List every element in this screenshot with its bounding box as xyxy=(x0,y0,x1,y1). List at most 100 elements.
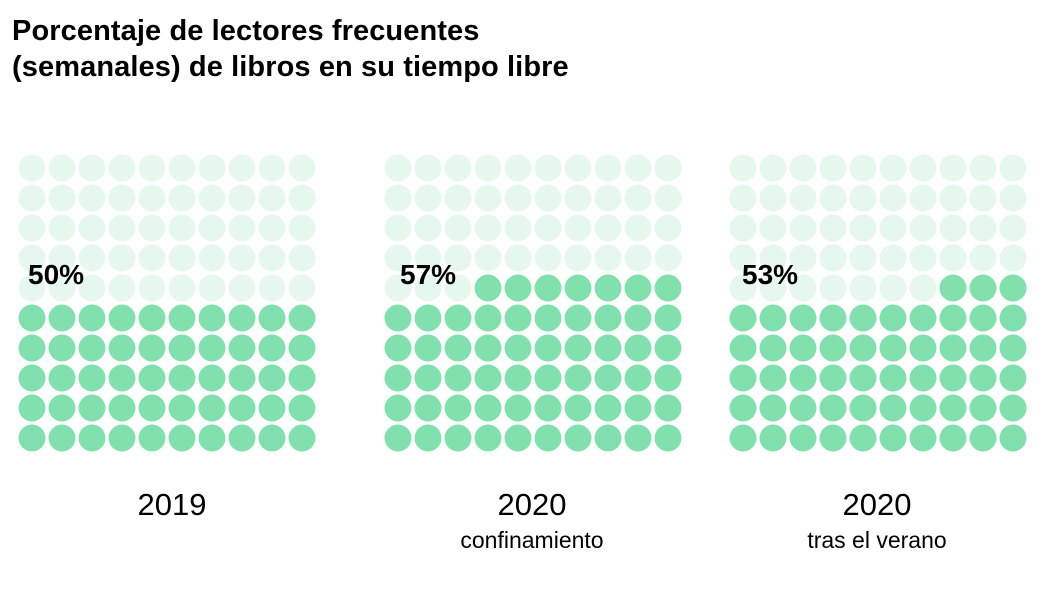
waffle-dot-empty xyxy=(534,244,562,272)
waffle-dot-empty xyxy=(759,154,787,182)
waffle-dot-filled xyxy=(384,394,412,422)
waffle-dot-empty xyxy=(258,244,286,272)
waffle-dot-filled xyxy=(228,424,256,452)
waffle-dot-empty xyxy=(474,154,502,182)
waffle-dot-empty xyxy=(999,154,1027,182)
waffle-dot-empty xyxy=(198,244,226,272)
waffle-dot-filled xyxy=(258,334,286,362)
waffle-dot-empty xyxy=(594,214,622,242)
waffle-dot-filled xyxy=(228,304,256,332)
waffle-dot-filled xyxy=(534,364,562,392)
waffle-dot-filled xyxy=(789,304,817,332)
waffle-dot-filled xyxy=(534,274,562,302)
waffle-dot-empty xyxy=(939,184,967,212)
waffle-dot-filled xyxy=(729,394,757,422)
waffle-dot-filled xyxy=(849,304,877,332)
waffle-dot-empty xyxy=(729,214,757,242)
waffle-dot-empty xyxy=(258,274,286,302)
waffle-dot-filled xyxy=(624,304,652,332)
waffle-dot-filled xyxy=(594,334,622,362)
waffle-dot-empty xyxy=(789,274,817,302)
waffle-dot-empty xyxy=(624,244,652,272)
waffle-dot-empty xyxy=(789,244,817,272)
waffle-dot-filled xyxy=(48,334,76,362)
waffle-dot-empty xyxy=(108,244,136,272)
waffle-dot-filled xyxy=(78,364,106,392)
waffle-dot-empty xyxy=(819,214,847,242)
waffle-dot-empty xyxy=(78,214,106,242)
waffle-dot-empty xyxy=(849,154,877,182)
waffle-dot-empty xyxy=(138,274,166,302)
waffle-dot-empty xyxy=(849,214,877,242)
waffle-dot-filled xyxy=(939,364,967,392)
waffle-dot-filled xyxy=(849,394,877,422)
waffle-dot-filled xyxy=(168,364,196,392)
waffle-dot-filled xyxy=(624,394,652,422)
waffle-dot-empty xyxy=(759,184,787,212)
waffle-dot-filled xyxy=(999,394,1027,422)
waffle-dot-empty xyxy=(198,184,226,212)
waffle-dot-filled xyxy=(168,304,196,332)
waffle-dot-filled xyxy=(969,304,997,332)
waffle-dot-filled xyxy=(414,424,442,452)
chart-title-line-1: Porcentaje de lectores frecuentes xyxy=(12,15,480,47)
waffle-dot-filled xyxy=(729,334,757,362)
waffle-dot-empty xyxy=(999,244,1027,272)
waffle-dot-empty xyxy=(729,274,757,302)
waffle-dot-filled xyxy=(444,364,472,392)
waffle-dot-filled xyxy=(789,334,817,362)
waffle-dot-empty xyxy=(414,274,442,302)
waffle-dot-filled xyxy=(999,364,1027,392)
waffle-dot-filled xyxy=(624,274,652,302)
waffle-dot-empty xyxy=(759,274,787,302)
waffle-dot-filled xyxy=(789,364,817,392)
year-label: 2020 xyxy=(843,487,912,522)
waffle-dot-empty xyxy=(78,184,106,212)
waffle-dot-filled xyxy=(594,364,622,392)
waffle-dot-filled xyxy=(78,304,106,332)
waffle-dot-filled xyxy=(849,364,877,392)
waffle-dot-empty xyxy=(384,154,412,182)
waffle-dot-empty xyxy=(624,214,652,242)
waffle-dot-filled xyxy=(564,304,592,332)
waffle-dot-empty xyxy=(849,244,877,272)
waffle-panel: 50% 2019 xyxy=(18,154,316,522)
waffle-panel: 57% 2020 confinamiento xyxy=(384,154,682,553)
year-label: 2019 xyxy=(138,487,207,522)
waffle-dot-filled xyxy=(939,334,967,362)
waffle-dot-empty xyxy=(288,274,316,302)
waffle-dot-empty xyxy=(168,184,196,212)
waffle-dot-empty xyxy=(759,244,787,272)
waffle-dot-filled xyxy=(849,334,877,362)
waffle-dot-empty xyxy=(228,244,256,272)
waffle-dot-empty xyxy=(168,154,196,182)
waffle-dot-filled xyxy=(198,364,226,392)
waffle-dot-empty xyxy=(504,244,532,272)
waffle-dot-filled xyxy=(138,424,166,452)
waffle-dot-filled xyxy=(759,334,787,362)
waffle-dot-empty xyxy=(909,154,937,182)
waffle-dot-empty xyxy=(258,154,286,182)
waffle-dot-filled xyxy=(18,304,46,332)
waffle-dot-empty xyxy=(198,154,226,182)
waffle-dot-filled xyxy=(879,364,907,392)
waffle-dot-empty xyxy=(228,274,256,302)
waffle-dot-filled xyxy=(474,304,502,332)
waffle-dot-filled xyxy=(534,334,562,362)
waffle-dot-filled xyxy=(759,424,787,452)
waffle-dot-filled xyxy=(969,274,997,302)
waffle-dot-empty xyxy=(879,274,907,302)
chart-title: Porcentaje de lectores frecuentes (seman… xyxy=(12,13,912,85)
waffle-dot-filled xyxy=(534,424,562,452)
waffle-dot-filled xyxy=(228,334,256,362)
waffle-dot-empty xyxy=(969,214,997,242)
chart-title-line-2: (semanales) de libros en su tiempo libre xyxy=(12,51,569,83)
waffle-dot-filled xyxy=(18,394,46,422)
waffle-dot-filled xyxy=(504,334,532,362)
waffle-dot-filled xyxy=(789,394,817,422)
waffle-dot-filled xyxy=(879,304,907,332)
waffle-dot-empty xyxy=(564,184,592,212)
waffle-dot-filled xyxy=(939,424,967,452)
waffle-dot-filled xyxy=(999,274,1027,302)
